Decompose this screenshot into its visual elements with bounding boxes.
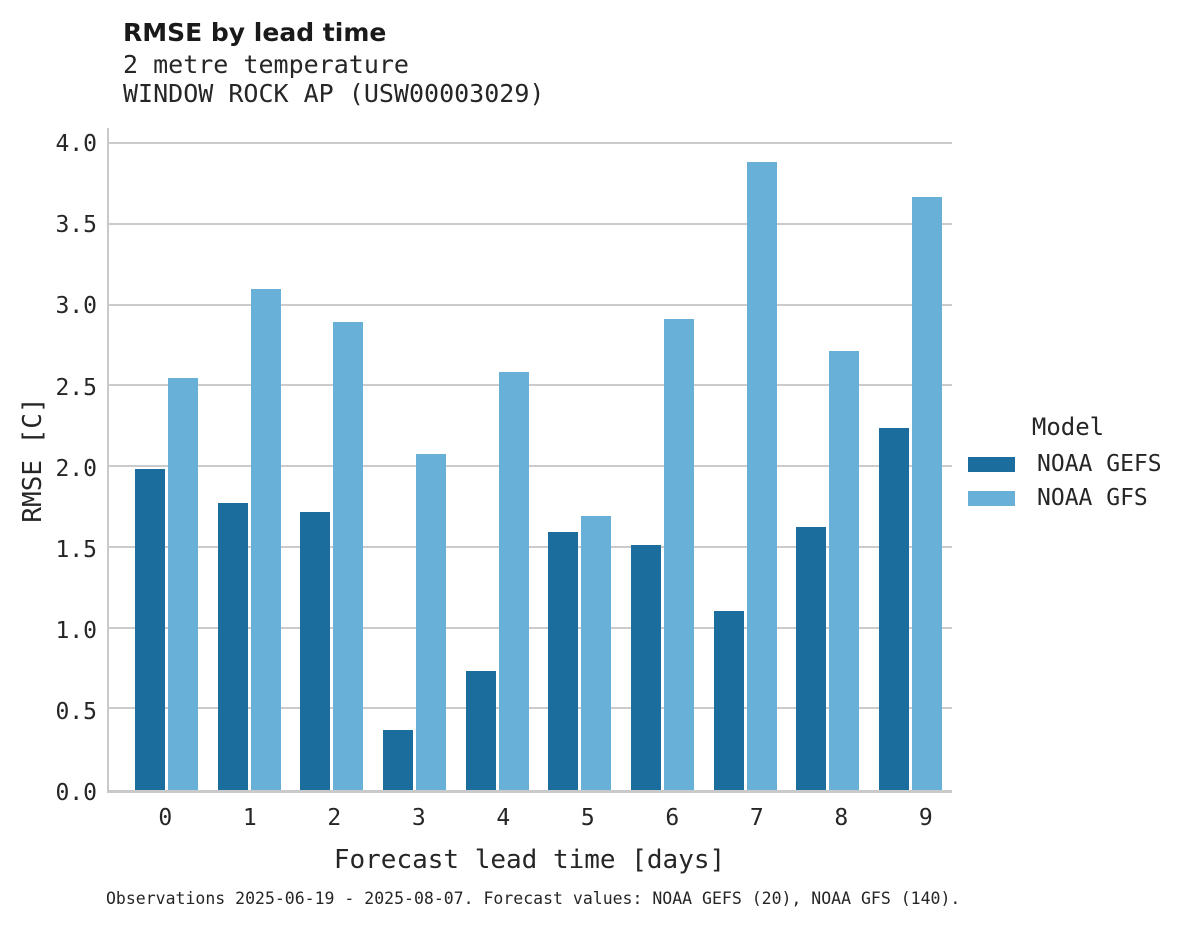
bar-noaa-gfs-lead-8 bbox=[829, 350, 860, 790]
bar-group-lead-7 bbox=[704, 128, 787, 790]
chart-title: RMSE by lead time bbox=[123, 18, 387, 47]
bar-group-lead-9 bbox=[869, 128, 952, 790]
legend-swatch-icon bbox=[968, 456, 1015, 472]
gridline-y-0.5 bbox=[109, 707, 952, 710]
bar-group-lead-5 bbox=[539, 128, 622, 790]
bar-noaa-gfs-lead-2 bbox=[333, 321, 364, 790]
y-tick-label-1.5: 1.5 bbox=[55, 536, 97, 563]
chart-subtitle-station: WINDOW ROCK AP (USW00003029) bbox=[123, 79, 545, 108]
y-tick-label-1.0: 1.0 bbox=[55, 617, 97, 644]
bar-noaa-gfs-lead-1 bbox=[250, 289, 281, 790]
y-tick-label-3.5: 3.5 bbox=[55, 212, 97, 239]
bar-noaa-gefs-lead-8 bbox=[796, 526, 827, 790]
legend: Model NOAA GEFS NOAA GFS bbox=[968, 412, 1168, 515]
gridline-y-4.0 bbox=[109, 142, 952, 145]
bar-group-lead-6 bbox=[621, 128, 704, 790]
bar-noaa-gefs-lead-4 bbox=[465, 670, 496, 790]
bar-noaa-gfs-lead-5 bbox=[581, 515, 612, 790]
legend-entry-noaa-gefs: NOAA GEFS bbox=[968, 447, 1168, 481]
gridline-y-2.5 bbox=[109, 384, 952, 387]
y-axis-tick-labels: 0.0 0.5 1.0 1.5 2.0 2.5 3.0 3.5 4.0 bbox=[0, 128, 97, 806]
bar-noaa-gfs-lead-3 bbox=[415, 454, 446, 790]
gridline-y-3.5 bbox=[109, 222, 952, 225]
y-tick-label-0.0: 0.0 bbox=[55, 780, 97, 806]
chart-subtitle-variable: 2 metre temperature bbox=[123, 50, 409, 79]
bar-noaa-gefs-lead-5 bbox=[548, 531, 579, 790]
x-tick-label-4: 4 bbox=[496, 805, 511, 831]
bar-groups bbox=[109, 128, 952, 790]
legend-swatch-icon bbox=[968, 490, 1015, 506]
bar-noaa-gfs-lead-7 bbox=[746, 161, 777, 790]
x-tick-label-9: 9 bbox=[918, 805, 933, 831]
bar-noaa-gefs-lead-9 bbox=[879, 428, 910, 790]
bar-group-lead-2 bbox=[290, 128, 373, 790]
legend-title: Model bbox=[1031, 413, 1105, 441]
x-tick-label-0: 0 bbox=[158, 805, 173, 831]
legend-label: NOAA GEFS bbox=[1037, 451, 1162, 477]
bar-noaa-gfs-lead-6 bbox=[664, 318, 695, 790]
bar-group-lead-1 bbox=[208, 128, 291, 790]
x-tick-label-2: 2 bbox=[327, 805, 342, 831]
gridlines bbox=[109, 128, 952, 790]
x-tick-label-1: 1 bbox=[242, 805, 257, 831]
legend-label: NOAA GFS bbox=[1037, 485, 1148, 511]
bar-group-lead-0 bbox=[125, 128, 208, 790]
y-tick-label-2.5: 2.5 bbox=[55, 374, 97, 401]
bar-noaa-gfs-lead-9 bbox=[912, 197, 943, 790]
caption: Observations 2025-06-19 - 2025-08-07. Fo… bbox=[106, 889, 961, 908]
x-tick-label-8: 8 bbox=[834, 805, 849, 831]
plot-area bbox=[107, 128, 952, 793]
gridline-y-3.0 bbox=[109, 303, 952, 306]
x-axis-title: Forecast lead time [days] bbox=[333, 845, 726, 875]
bar-noaa-gfs-lead-4 bbox=[498, 371, 529, 790]
x-tick-label-6: 6 bbox=[665, 805, 680, 831]
x-axis-tick-labels: 0 1 2 3 4 5 6 7 8 9 bbox=[107, 804, 968, 832]
bar-noaa-gefs-lead-0 bbox=[134, 468, 165, 790]
x-tick-label-7: 7 bbox=[749, 805, 764, 831]
y-tick-label-0.5: 0.5 bbox=[55, 698, 97, 725]
x-tick-label-5: 5 bbox=[580, 805, 595, 831]
gridline-y-1.0 bbox=[109, 626, 952, 629]
bar-group-lead-8 bbox=[787, 128, 870, 790]
bar-group-lead-4 bbox=[456, 128, 539, 790]
y-tick-label-3.0: 3.0 bbox=[55, 293, 97, 320]
legend-entry-noaa-gfs: NOAA GFS bbox=[968, 481, 1168, 515]
bar-noaa-gefs-lead-7 bbox=[713, 610, 744, 790]
y-tick-label-2.0: 2.0 bbox=[55, 455, 97, 482]
legend-entries: NOAA GEFS NOAA GFS bbox=[968, 447, 1168, 515]
x-tick-label-3: 3 bbox=[411, 805, 426, 831]
bar-noaa-gefs-lead-2 bbox=[300, 512, 331, 790]
gridline-y-1.5 bbox=[109, 545, 952, 548]
bar-noaa-gefs-lead-6 bbox=[631, 544, 662, 790]
y-tick-label-4.0: 4.0 bbox=[55, 131, 97, 158]
bar-group-lead-3 bbox=[373, 128, 456, 790]
bar-noaa-gefs-lead-1 bbox=[217, 502, 248, 790]
bar-noaa-gefs-lead-3 bbox=[382, 730, 413, 790]
bar-noaa-gfs-lead-0 bbox=[167, 378, 198, 790]
title-block: RMSE by lead time 2 metre temperature WI… bbox=[123, 16, 544, 108]
gridline-y-2.0 bbox=[109, 465, 952, 468]
